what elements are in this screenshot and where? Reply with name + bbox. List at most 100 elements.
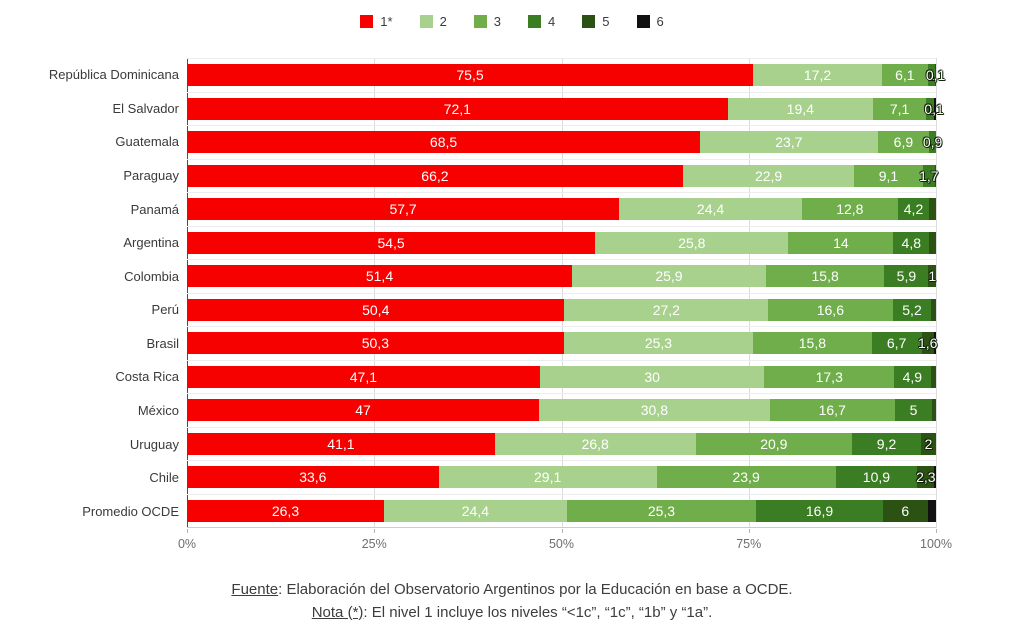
bar-segment-level-2: 25,9 xyxy=(571,265,766,288)
legend-label: 1* xyxy=(380,14,393,29)
legend-swatch-icon xyxy=(582,15,596,28)
bar-segment-level-4: 5,2 xyxy=(892,298,932,321)
footer-note-text: : El nivel 1 incluye los niveles “<1c”, … xyxy=(363,603,713,621)
segment-value-label: 1 xyxy=(926,100,934,117)
bar-segment-level-5: 1 xyxy=(928,265,937,288)
segment-value-label: 47 xyxy=(355,402,371,419)
legend-label: 2 xyxy=(439,14,447,29)
segment-value-label: 14 xyxy=(833,234,849,251)
segment-value-label: 22,9 xyxy=(754,167,783,184)
segment-value-label: 0,1 xyxy=(924,100,944,117)
footer-source-label: Fuente xyxy=(231,581,279,598)
segment-value-label: 57,7 xyxy=(389,201,417,218)
segment-value-label: 25,3 xyxy=(647,502,676,519)
segment-value-label: 54,5 xyxy=(377,234,405,251)
bar-segment-level-1*: 26,3 xyxy=(187,499,384,522)
bar-segment-level-2: 26,8 xyxy=(494,432,696,455)
bar-band: 54,5 25,8 14 4,8 xyxy=(187,225,936,260)
bar-segment-level-2: 23,7 xyxy=(700,131,878,154)
segment-value-label: 0,9 xyxy=(922,134,943,151)
bar-segment-level-2: 25,8 xyxy=(595,231,789,254)
segment-value-label: 5,2 xyxy=(902,301,922,318)
bar-row-14: 26,3 24,4 25,3 16,9 6 xyxy=(187,499,936,522)
segment-value-label: 12,8 xyxy=(836,201,864,218)
bar-row-11: 47 30,8 16,7 5 xyxy=(187,399,936,422)
category-label: Panamá xyxy=(130,201,179,217)
bar-segment-level-6 xyxy=(927,499,936,522)
segment-value-label: 1 xyxy=(928,268,937,285)
bar-segment-level-3: 6,1 xyxy=(882,64,928,87)
segment-value-label: 47,1 xyxy=(349,368,377,385)
bar-segment-level-2: 27,2 xyxy=(564,298,769,321)
bar-band: 66,2 22,9 9,1 1,7 xyxy=(187,158,939,193)
bar-row-3: 68,5 23,7 6,9 0,9 xyxy=(187,131,942,154)
bar-segment-level-1*: 47,1 xyxy=(187,365,540,388)
bar-segment-level-1*: 50,3 xyxy=(187,332,564,355)
bar-segment-level-5 xyxy=(929,198,936,221)
bar-segment-level-2: 30 xyxy=(539,365,765,388)
bar-band: 47,1 30 17,3 4,9 xyxy=(187,359,936,394)
segment-value-label: 30 xyxy=(644,368,660,385)
bar-row-1: 75,5 17,2 6,1 1 0,1 xyxy=(187,64,945,87)
bar-row-8: 50,4 27,2 16,6 5,2 xyxy=(187,298,936,321)
segment-value-label: 5,9 xyxy=(896,268,917,285)
segment-value-label: 4,9 xyxy=(902,368,923,385)
bar-segment-level-2: 24,4 xyxy=(383,499,567,522)
bar-row-7: 51,4 25,9 15,8 5,9 1 xyxy=(187,265,937,288)
grid-line-100 xyxy=(936,58,937,528)
bar-segment-level-5 xyxy=(932,399,936,422)
bar-band: 75,5 17,2 6,1 1 0,1 xyxy=(187,58,945,92)
bar-segment-level-5: 0,1 xyxy=(926,64,945,87)
segment-value-label: 17,2 xyxy=(803,67,832,84)
bar-segment-level-1*: 75,5 xyxy=(187,64,754,87)
category-label: República Dominicana xyxy=(48,67,179,83)
bar-row-13: 33,6 29,1 23,9 10,9 2,3 xyxy=(187,466,936,489)
legend-swatch-icon xyxy=(360,15,374,28)
legend-label: 3 xyxy=(493,14,502,29)
segment-value-label: 19,4 xyxy=(786,100,814,117)
bar-segment-level-2: 22,9 xyxy=(682,164,855,187)
segment-value-label: 50,4 xyxy=(362,301,390,318)
bar-segment-level-3: 15,8 xyxy=(765,265,885,288)
legend-item-5: 5 xyxy=(582,14,610,29)
bar-row-4: 66,2 22,9 9,1 1,7 xyxy=(187,164,939,187)
bar-segment-level-4: 16,9 xyxy=(756,499,883,522)
bar-segment-level-1*: 47 xyxy=(187,399,540,422)
segment-value-label: 7,1 xyxy=(889,100,910,117)
bar-segment-level-4: 1,7 xyxy=(919,164,939,187)
bar-segment-level-2: 25,3 xyxy=(563,332,754,355)
bar-segment-level-5: 1,6 xyxy=(918,332,937,355)
chart-footer: Fuente: Elaboración del Observatorio Arg… xyxy=(0,579,1024,624)
bar-segment-level-4: 6,7 xyxy=(871,332,922,355)
segment-value-label: 41,1 xyxy=(327,435,355,452)
bar-segment-level-5: 0,1 xyxy=(924,97,944,120)
bar-segment-level-2: 24,4 xyxy=(619,198,802,221)
segment-value-label: 9,1 xyxy=(878,167,899,184)
bar-row-6: 54,5 25,8 14 4,8 xyxy=(187,231,936,254)
bar-segment-level-3: 12,8 xyxy=(801,198,898,221)
bar-band: 26,3 24,4 25,3 16,9 6 xyxy=(187,493,936,528)
segment-value-label: 16,9 xyxy=(805,502,834,519)
legend-label: 5 xyxy=(602,14,610,29)
x-tick-mark xyxy=(936,529,937,533)
category-label: Costa Rica xyxy=(115,369,179,385)
segment-value-label: 1,6 xyxy=(917,335,938,352)
category-label: Guatemala xyxy=(115,134,179,150)
segment-value-label: 29,1 xyxy=(534,469,562,486)
segment-value-label: 17,3 xyxy=(815,368,843,385)
bar-segment-level-5 xyxy=(935,164,936,187)
segment-value-label: 16,7 xyxy=(818,402,846,419)
segment-value-label: 4,8 xyxy=(901,234,921,251)
segment-value-label: 66,2 xyxy=(421,167,449,184)
bar-segment-level-5: 2,3 xyxy=(916,466,936,489)
segment-value-label: 6 xyxy=(901,502,910,519)
segment-value-label: 27,2 xyxy=(652,301,680,318)
bar-row-10: 47,1 30 17,3 4,9 xyxy=(187,365,936,388)
segment-value-label: 4,2 xyxy=(903,201,924,218)
segment-value-label: 25,8 xyxy=(678,234,706,251)
legend-label: 6 xyxy=(656,14,664,29)
bar-segment-level-3: 17,3 xyxy=(764,365,895,388)
segment-value-label: 25,3 xyxy=(644,335,673,352)
segment-value-label: 33,6 xyxy=(299,469,327,486)
segment-value-label: 51,4 xyxy=(365,268,394,285)
